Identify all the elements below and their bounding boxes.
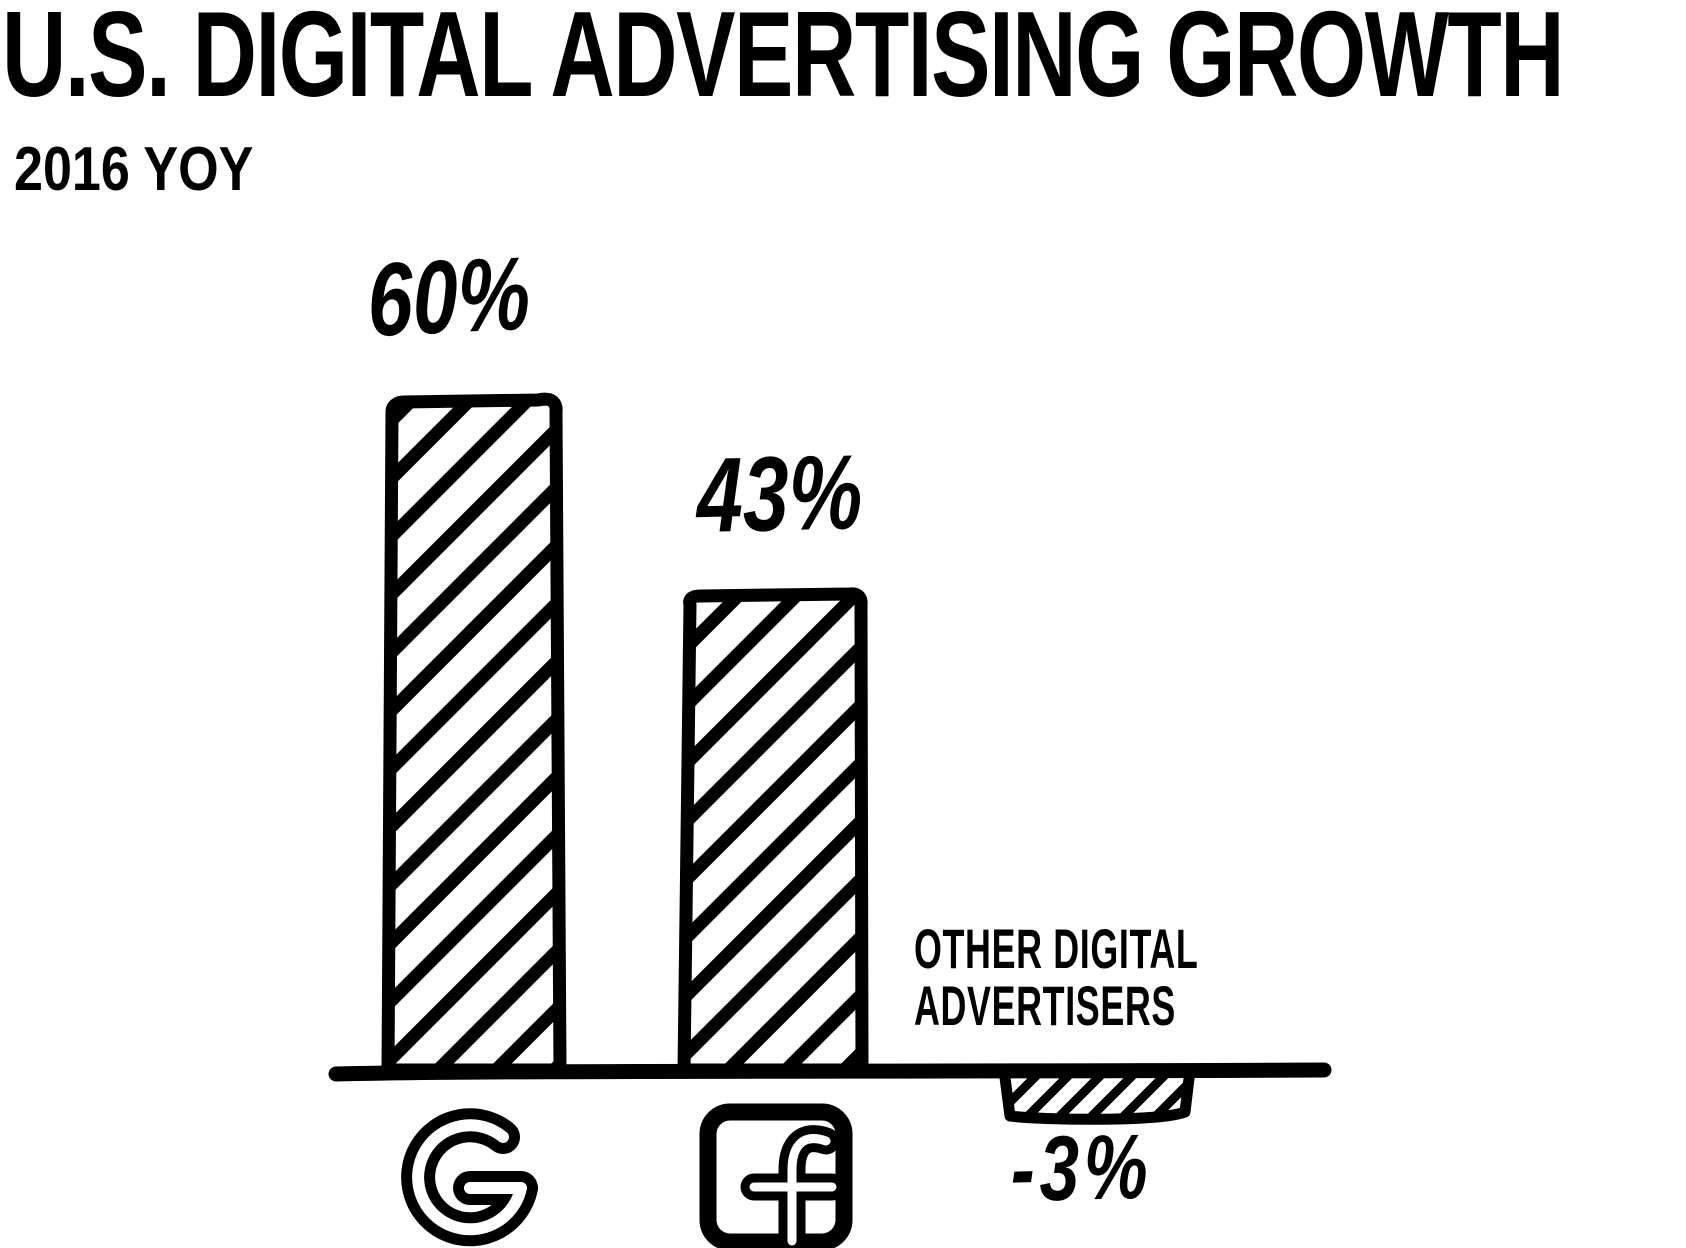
facebook-bar: [677, 587, 869, 1077]
google-g-icon: [401, 1108, 538, 1247]
facebook-bar-value-label: 43%: [696, 433, 864, 555]
google-bar-value-label: 60%: [366, 235, 532, 359]
google-bar: [381, 392, 567, 1077]
other-category-label-line1: OTHER DIGITAL: [914, 917, 1199, 980]
x-axis-line: [328, 1062, 1332, 1082]
chart-subtitle: 2016 YOY: [14, 135, 254, 204]
other-bar-value-label: -3%: [1010, 1115, 1154, 1221]
chart-title: U.S. DIGITAL ADVERTISING GROWTH: [2, 0, 1565, 122]
facebook-f-icon: [699, 1103, 853, 1248]
other-category-label-line2: ADVERTISERS: [914, 974, 1176, 1037]
other-category-label: OTHER DIGITAL ADVERTISERS: [914, 920, 1198, 1034]
other-advertisers-bar: [998, 1064, 1196, 1125]
